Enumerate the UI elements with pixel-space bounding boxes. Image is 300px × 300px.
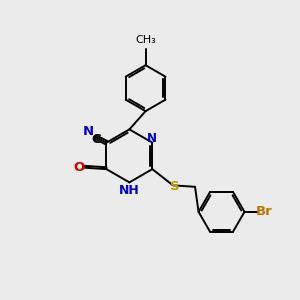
Text: N: N	[147, 132, 157, 145]
Text: O: O	[74, 161, 85, 174]
Text: S: S	[169, 180, 179, 193]
Text: C: C	[92, 133, 101, 146]
Text: CH₃: CH₃	[135, 35, 156, 46]
Text: Br: Br	[256, 205, 273, 218]
Text: N: N	[82, 125, 94, 138]
Text: NH: NH	[119, 184, 140, 197]
